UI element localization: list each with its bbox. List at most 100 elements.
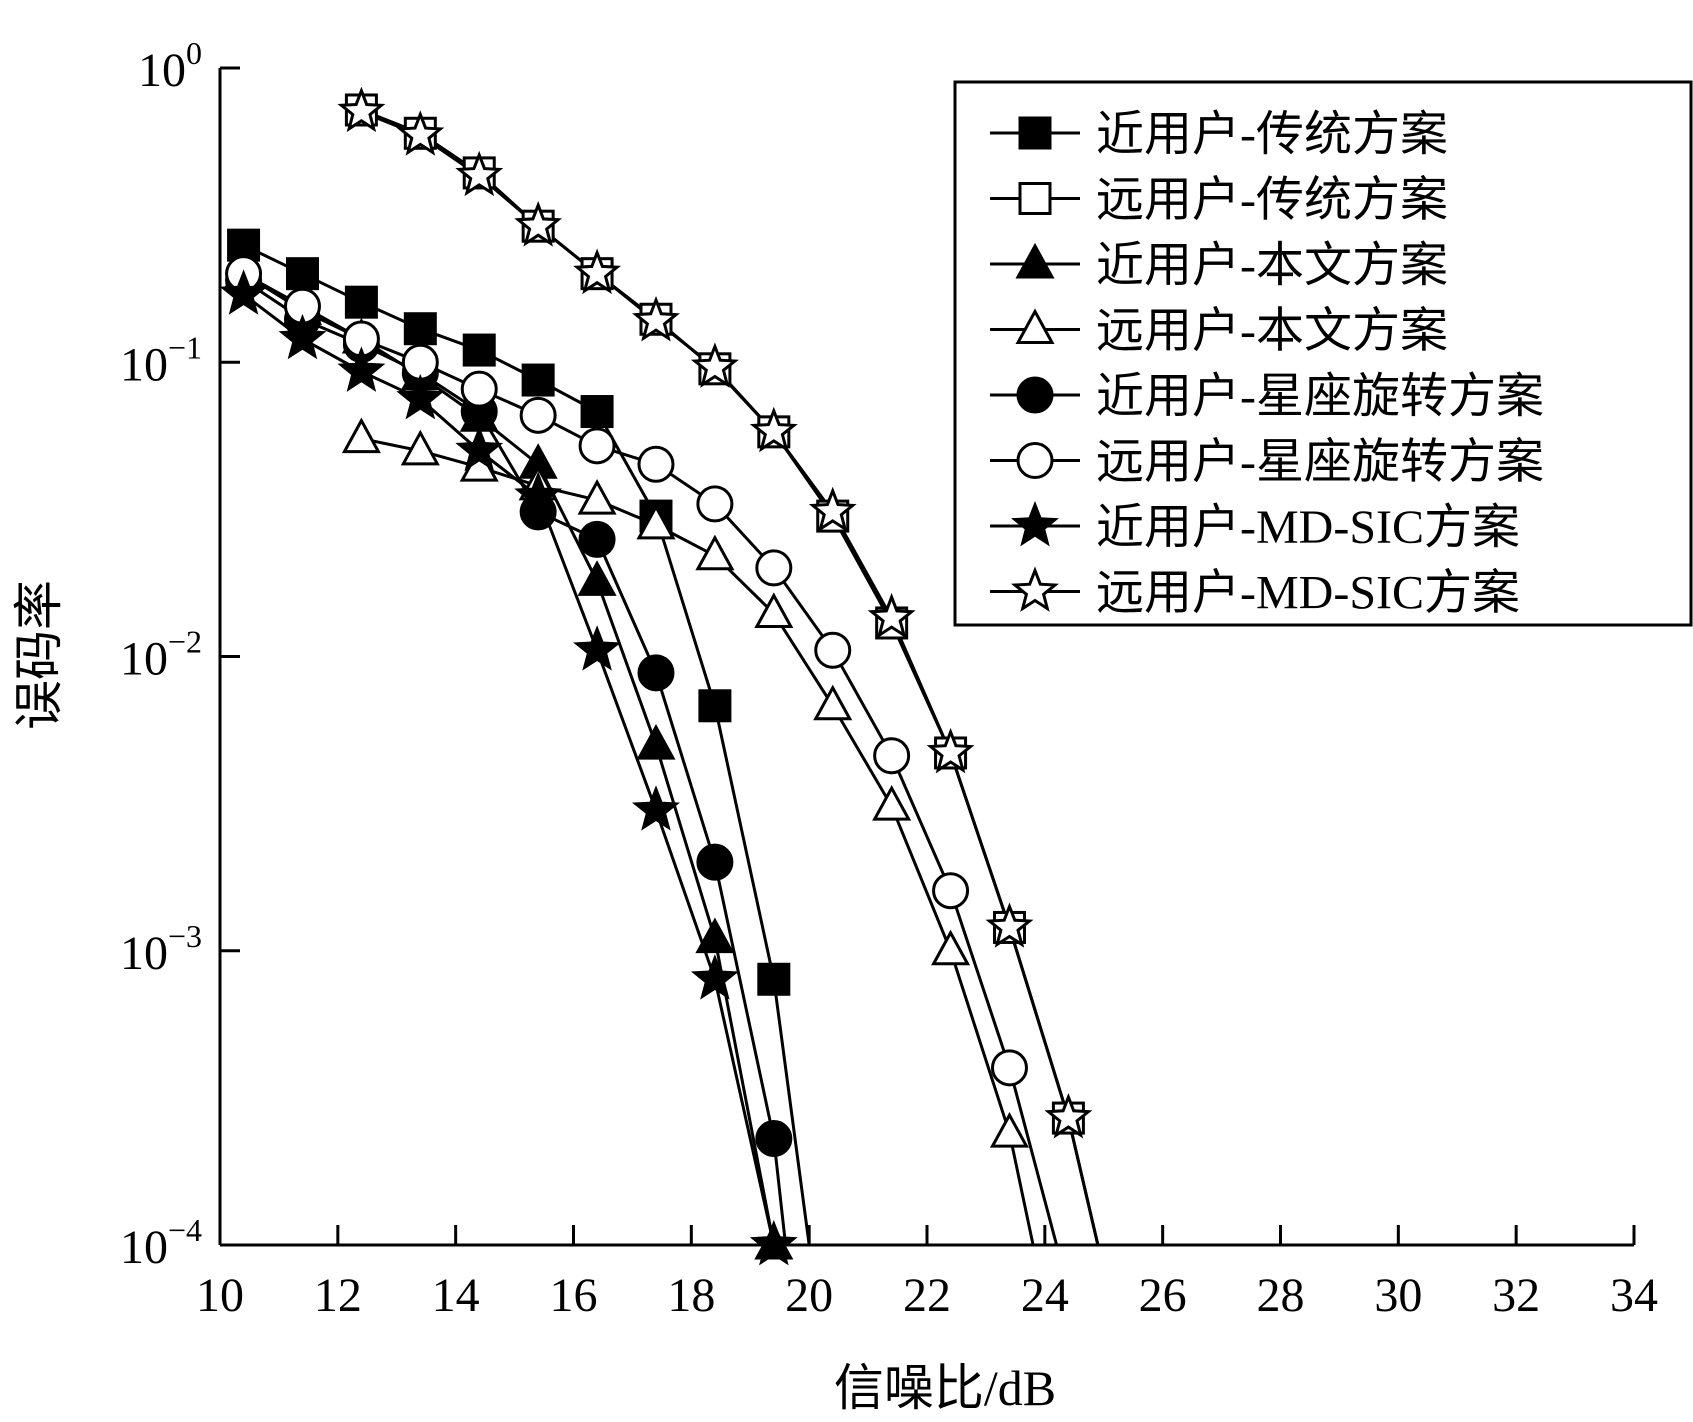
data-point-s8 [749,406,798,453]
x-tick-label: 26 [1139,1269,1187,1322]
data-point-s6 [873,737,911,775]
x-tick-label: 28 [1257,1269,1305,1322]
legend-marker-7 [1011,500,1059,547]
legend-marker-2 [1018,182,1052,215]
series-markers [219,86,1093,1266]
data-point-s1 [285,257,319,291]
legend-marker-1 [1018,116,1052,150]
data-point-s8 [573,248,621,295]
legend-box [953,80,1693,627]
data-point-s6 [578,427,616,465]
data-point-s1 [344,285,378,319]
data-point-s8 [455,150,504,197]
legend-marker-6 [1016,442,1054,479]
x-tick-label: 16 [550,1269,598,1322]
data-point-s8 [926,727,975,774]
y-tick-label: 100 [138,35,202,97]
y-tick-label: 10−4 [120,1212,202,1274]
x-tick-label: 34 [1610,1269,1658,1322]
data-point-s4 [341,417,381,454]
data-point-s4 [989,1112,1030,1148]
legend-label-5: 近用户-星座旋转方案 [1096,370,1544,423]
legend-label-6: 远用户-星座旋转方案 [1096,436,1544,489]
x-tick-label: 32 [1492,1269,1540,1322]
legend-label-4: 远用户-本文方案 [1096,305,1448,358]
x-tick-label: 10 [196,1269,244,1322]
data-point-s6 [637,445,675,483]
data-point-s5 [696,843,734,881]
data-point-s6 [755,549,793,587]
x-tick-label: 22 [903,1269,951,1322]
legend: 近用户-传统方案远用户-传统方案近用户-本文方案远用户-本文方案近用户-星座旋转… [953,80,1693,627]
data-point-s7 [337,346,386,392]
data-point-s1 [580,395,614,429]
data-point-s6 [519,396,557,434]
legend-marker-5 [1016,376,1054,414]
data-point-s6 [696,485,734,523]
x-tick-label: 12 [314,1269,362,1322]
y-axis-title: 误码率 [11,580,67,730]
data-point-s8 [985,902,1034,948]
data-point-s7 [690,954,739,1000]
data-point-s5 [637,654,675,692]
data-point-s6 [932,872,970,910]
data-point-s8 [690,342,739,388]
data-point-s1 [462,333,496,367]
tick-labels: 10 12 14 16 18 20 22 24 26 28 30 32 34 100 10−1 10−2 10−… [120,35,1658,1322]
data-point-s5 [578,520,616,558]
data-point-s7 [632,785,681,831]
data-point-s3 [577,560,617,596]
data-point-s6 [814,631,852,669]
data-point-s4 [754,592,794,629]
data-point-s8 [396,110,445,156]
y-tick-label: 10−2 [120,624,202,686]
data-point-s6 [990,1049,1028,1087]
axes [218,66,1636,1247]
data-point-s4 [872,785,912,821]
x-tick-label: 24 [1021,1269,1069,1322]
data-point-s4 [931,929,971,966]
legend-marker-4 [1015,308,1055,344]
data-point-s8 [1044,1092,1093,1139]
y-tick-label: 10−3 [120,918,202,980]
data-point-s4 [400,429,440,466]
x-axis-title: 信噪比/dB [834,1360,1056,1416]
series-line-3 [242,272,776,1246]
data-point-s8 [337,86,386,133]
series-line-4 [361,437,1035,1246]
data-point-s4 [577,478,617,515]
series-line-5 [242,278,788,1246]
data-point-s7 [396,373,445,420]
data-point-s7 [514,471,563,517]
legend-label-8: 远用户-MD-SIC方案 [1096,567,1520,620]
data-point-s4 [695,534,735,571]
legend-label-1: 近用户-传统方案 [1096,108,1448,161]
data-point-s4 [636,503,676,540]
legend-marker-3 [1015,242,1055,279]
data-point-s7 [455,425,504,472]
x-tick-label: 20 [785,1269,833,1322]
data-point-s4 [813,684,853,721]
data-point-s8 [514,201,563,247]
data-point-s7 [278,313,327,360]
x-tick-label: 14 [432,1269,480,1322]
series-line-7 [242,293,776,1246]
data-point-s3 [636,723,676,760]
legend-marker-8 [1011,566,1059,612]
data-point-s1 [521,363,555,397]
data-point-s8 [632,295,680,342]
data-point-s1 [403,312,437,346]
data-point-s8 [867,592,916,639]
legend-label-2: 远用户-传统方案 [1096,174,1448,227]
x-tick-label: 18 [667,1269,715,1322]
data-point-s1 [757,962,791,996]
data-point-s1 [698,689,732,723]
legend-label-7: 近用户-MD-SIC方案 [1096,501,1520,554]
y-tick-label: 10−1 [120,329,202,391]
x-tick-label: 30 [1374,1269,1422,1322]
data-point-s8 [808,486,857,533]
data-point-s5 [755,1120,793,1158]
legend-label-3: 近用户-本文方案 [1096,239,1448,292]
data-point-s3 [695,917,735,954]
